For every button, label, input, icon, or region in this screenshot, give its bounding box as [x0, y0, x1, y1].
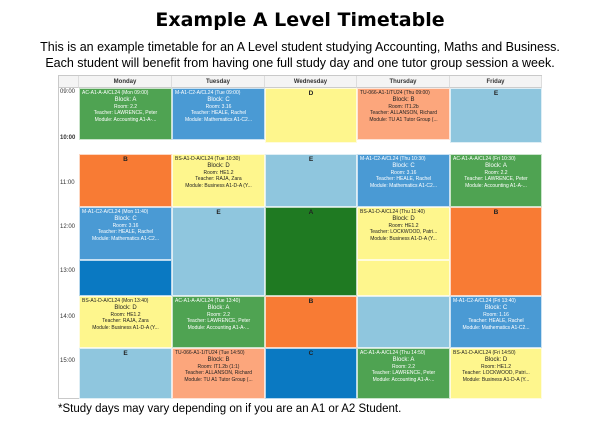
free-slot	[79, 140, 172, 154]
free-slot	[172, 140, 265, 154]
timetable-grid: Monday Tuesday Wednesday Thursday Friday…	[58, 75, 542, 399]
block-d-wed-study[interactable]: D	[265, 88, 357, 143]
lesson-maths-tue-0900[interactable]: M-A1-C2-A/CL24 (Tue 09:00) Block: C Room…	[172, 88, 265, 140]
block-b-mon-study[interactable]: B	[79, 154, 172, 207]
lesson-tutor-thu-0900[interactable]: TU-066-A1-1/TU24 (Thu 09:00) Block: B Ro…	[357, 88, 450, 140]
lesson-business-tue-1030[interactable]: BS-A1-D-A/CL24 (Tue 10:30) Block: D Room…	[172, 154, 265, 207]
block-e-fri-study[interactable]: E	[450, 88, 542, 143]
lunch-slot	[79, 260, 172, 296]
time-label: 14:00	[60, 314, 76, 320]
lesson-tutor-tue-1450[interactable]: TU-066-A1-1/TU24 (Tue 14:50) Block: B Ro…	[172, 348, 265, 399]
lesson-business-fri-1450[interactable]: BS-A1-D-A/CL24 (Fri 14:50) Block: D Room…	[450, 348, 542, 399]
block-e-wed-study[interactable]: E	[265, 154, 357, 207]
footnote: *Study days may vary depending on if you…	[58, 403, 402, 415]
free-slot	[450, 143, 542, 154]
lesson-maths-fri-1340[interactable]: M-A1-C2-A/CL24 (Fri 13:40) Block: C Room…	[450, 296, 542, 348]
subtitle-line-1: This is an example timetable for an A Le…	[40, 40, 560, 54]
lesson-business-mon-1340[interactable]: BS-A1-D-A/CL24 (Mon 13:40) Block: D Room…	[79, 296, 172, 348]
time-label: 09:00	[60, 89, 76, 95]
study-slot-thu	[357, 296, 450, 348]
lesson-maths-thu-1030[interactable]: M-A1-C2-A/CL24 (Thu 10:30) Block: C Room…	[357, 154, 450, 207]
day-header-monday: Monday	[79, 76, 172, 88]
day-header-friday: Friday	[450, 76, 542, 88]
day-header-wednesday: Wednesday	[265, 76, 357, 88]
block-b-wed-study[interactable]: B	[265, 296, 357, 348]
time-label: 11:00	[60, 180, 75, 186]
lesson-accounting-fri-1030[interactable]: AC-A1-A-A/CL24 (Fri 10:30) Block: A Room…	[450, 154, 542, 207]
lesson-maths-mon-1140[interactable]: M-A1-C2-A/CL24 (Mon 11:40) Block: C Room…	[79, 207, 172, 260]
time-label: 15:00	[60, 358, 76, 364]
corner-header	[59, 76, 79, 88]
free-slot	[357, 140, 450, 154]
free-slot	[265, 143, 357, 154]
time-label: 13:00	[60, 268, 76, 274]
lesson-accounting-thu-1450[interactable]: AC-A1-A-A/CL24 (Thu 14:50) Block: A Room…	[357, 348, 450, 399]
block-e-mon-study[interactable]: E	[79, 348, 172, 399]
time-label: 10:00	[60, 135, 76, 141]
page-title: Example A Level Timetable	[155, 9, 445, 31]
day-header-tuesday: Tuesday	[172, 76, 265, 88]
lesson-accounting-mon-0900[interactable]: AC-A1-A-A/CL24 (Mon 09:00) Block: A Room…	[79, 88, 172, 140]
lesson-accounting-tue-1340[interactable]: AC-A1-A-A/CL24 (Tue 13:40) Block: A Room…	[172, 296, 265, 348]
time-label: 12:00	[60, 224, 76, 230]
lesson-business-thu-1140[interactable]: BS-A1-D-A/CL24 (Thu 11:40) Block: D Room…	[357, 207, 450, 260]
block-b-fri-study[interactable]: B	[450, 207, 542, 296]
block-c-wed-study[interactable]: C	[265, 348, 357, 399]
block-a-wed-study[interactable]: A	[265, 207, 357, 296]
lunch-slot	[357, 260, 450, 296]
subtitle-line-2: Each student will benefit from having on…	[45, 56, 555, 70]
block-e-tue-study[interactable]: E	[172, 207, 265, 296]
day-header-thursday: Thursday	[357, 76, 450, 88]
